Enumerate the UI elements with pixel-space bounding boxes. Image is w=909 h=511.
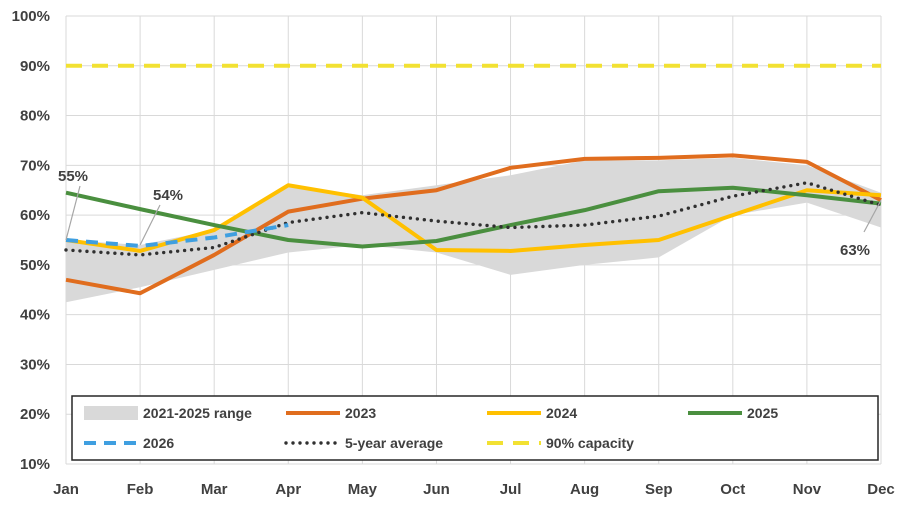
series-line-2023 <box>65 153 882 296</box>
x-tick-label: May <box>348 481 378 498</box>
y-tick-label: 60% <box>20 207 50 224</box>
y-axis-ticks: 10% 20% 30% 40% 50% 60% 70% 80% 90% 100% <box>12 8 50 473</box>
x-tick-label: Feb <box>127 481 154 498</box>
x-axis-ticks: Jan Feb Mar Apr May Jun Jul Aug Sep Oct Nov Dec <box>53 481 895 498</box>
series-line-2026 <box>65 223 289 248</box>
range-band <box>66 157 881 303</box>
x-tick-label: Jun <box>423 481 450 498</box>
x-tick-label: Dec <box>867 481 895 498</box>
annotation-label: 55% <box>58 168 88 185</box>
series-line-2024 <box>65 183 882 253</box>
legend-box <box>71 395 879 461</box>
x-tick-label: Oct <box>720 481 745 498</box>
y-tick-label: 20% <box>20 406 50 423</box>
y-tick-label: 40% <box>20 307 50 324</box>
legend: 2021-2025 range 2023 2024 2025 2026 5-year av… <box>71 395 879 461</box>
annotation-leader <box>139 204 161 246</box>
series-line-5-year-average <box>64 181 883 257</box>
y-tick-label: 100% <box>12 8 50 25</box>
annotation-leader <box>863 199 882 233</box>
legend-label: 2024 <box>546 405 577 421</box>
annotation-label: 63% <box>840 242 870 259</box>
y-tick-label: 80% <box>20 108 50 125</box>
y-tick-label: 10% <box>20 456 50 473</box>
series-line-2025 <box>65 185 882 249</box>
x-tick-label: Sep <box>645 481 673 498</box>
legend-label: 2026 <box>143 435 174 451</box>
range-band-group <box>66 157 881 303</box>
x-tick-label: Jan <box>53 481 79 498</box>
x-tick-label: Apr <box>275 481 301 498</box>
y-tick-label: 30% <box>20 356 50 373</box>
annotation-label: 54% <box>153 187 183 204</box>
annotation-leader <box>65 185 81 241</box>
series-lines <box>64 63 883 296</box>
y-tick-label: 50% <box>20 257 50 274</box>
legend-label: 2021-2025 range <box>143 405 252 421</box>
x-tick-label: Jul <box>500 481 522 498</box>
x-tick-label: Nov <box>793 481 822 498</box>
y-tick-label: 90% <box>20 58 50 75</box>
legend-swatch-range <box>84 406 138 420</box>
data-annotations: 55% 54% 63% <box>58 168 882 259</box>
legend-label: 5-year average <box>345 435 443 451</box>
x-tick-label: Aug <box>570 481 599 498</box>
legend-label: 2023 <box>345 405 376 421</box>
x-tick-label: Mar <box>201 481 228 498</box>
legend-label: 2025 <box>747 405 778 421</box>
legend-label: 90% capacity <box>546 435 634 451</box>
y-tick-label: 70% <box>20 157 50 174</box>
